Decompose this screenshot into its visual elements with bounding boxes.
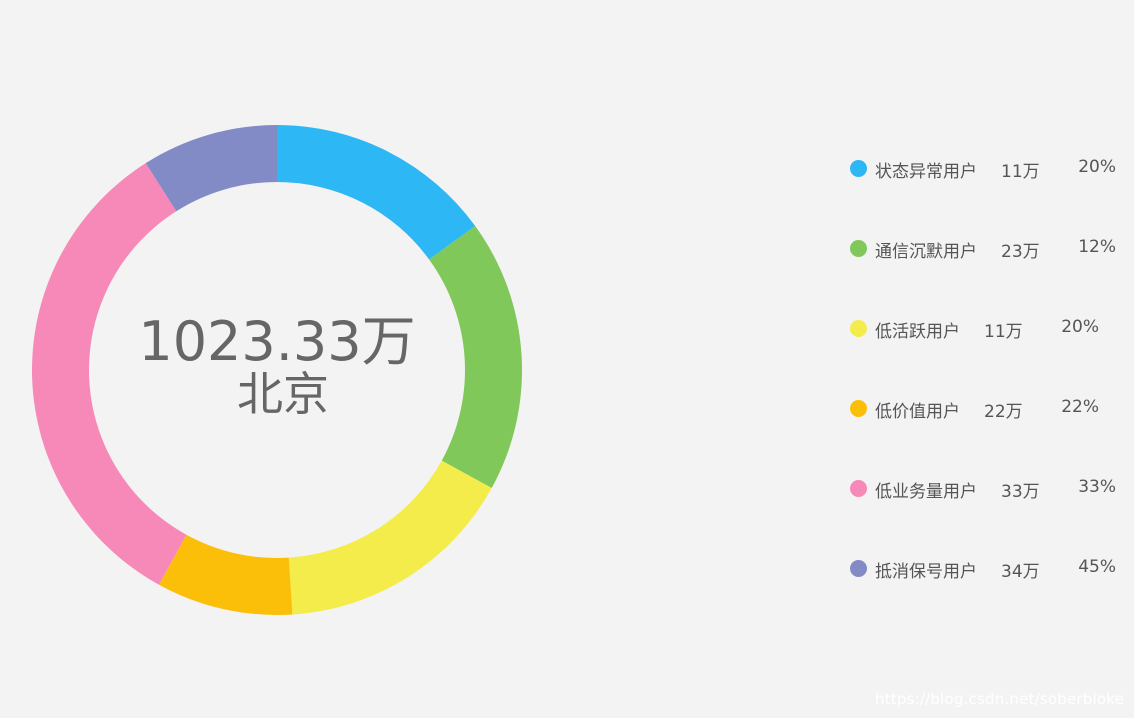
donut-slice[interactable] — [158, 534, 293, 615]
legend-count: 23万 — [1001, 242, 1040, 262]
legend-count: 33万 — [1001, 482, 1040, 502]
donut-slice[interactable] — [277, 125, 476, 260]
legend-item[interactable]: 抵消保号用户 34万 45% — [850, 557, 1134, 582]
legend-label: 状态异常用户 — [875, 162, 977, 182]
legend-label: 低业务量用户 — [875, 482, 977, 502]
legend-percent: 45% — [1078, 557, 1116, 577]
legend-item[interactable]: 通信沉默用户 23万 12% — [850, 237, 1134, 262]
legend-count: 22万 — [984, 402, 1023, 422]
legend-label: 通信沉默用户 — [875, 242, 977, 262]
center-value: 1023.33万 — [138, 310, 415, 373]
legend-percent: 12% — [1078, 237, 1116, 257]
legend-label: 抵消保号用户 — [875, 562, 977, 582]
legend-item[interactable]: 低价值用户 22万 22% — [850, 397, 1134, 422]
legend-color-dot — [850, 320, 867, 337]
legend-count: 34万 — [1001, 562, 1040, 582]
legend-color-dot — [850, 240, 867, 257]
donut-chart: 1023.33万 北京 — [31, 125, 522, 615]
legend-percent: 33% — [1078, 477, 1116, 497]
donut-slice[interactable] — [429, 225, 522, 489]
center-label: 北京 — [237, 367, 329, 421]
legend-count: 11万 — [1001, 162, 1040, 182]
legend-label: 低活跃用户 — [875, 322, 960, 342]
watermark: https://blog.csdn.net/soberbloke — [874, 690, 1124, 708]
donut-slices — [31, 125, 522, 615]
donut-slice[interactable] — [31, 163, 187, 585]
donut-slice[interactable] — [145, 125, 277, 212]
legend-color-dot — [850, 560, 867, 577]
legend-percent: 20% — [1061, 317, 1099, 337]
legend-item[interactable]: 状态异常用户 11万 20% — [850, 157, 1134, 182]
legend-color-dot — [850, 160, 867, 177]
legend-count: 11万 — [984, 322, 1023, 342]
donut-slice[interactable] — [288, 460, 492, 615]
legend-label: 低价值用户 — [875, 402, 960, 422]
legend-color-dot — [850, 400, 867, 417]
legend-item[interactable]: 低活跃用户 11万 20% — [850, 317, 1134, 342]
legend-item[interactable]: 低业务量用户 33万 33% — [850, 477, 1134, 502]
legend-color-dot — [850, 480, 867, 497]
legend-percent: 20% — [1078, 157, 1116, 177]
legend-percent: 22% — [1061, 397, 1099, 417]
